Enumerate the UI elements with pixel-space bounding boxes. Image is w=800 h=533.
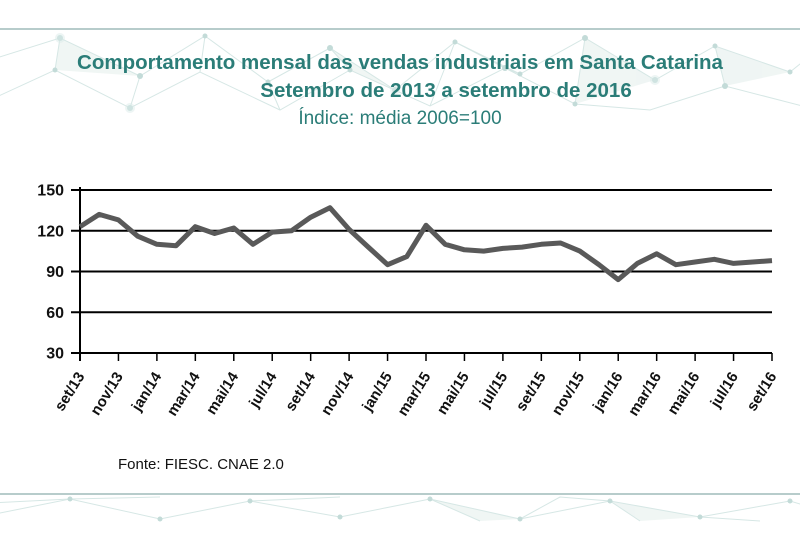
chart-title: Comportamento mensal das vendas industri… [77,51,723,74]
y-tick-label: 30 [46,346,64,363]
x-tick-label: jul/15 [476,369,511,411]
bottom-divider [0,493,800,495]
chart-index-note: Índice: média 2006=100 [298,108,502,129]
sales-index-line [78,205,773,283]
y-tick-label: 60 [46,305,64,322]
x-tick-label: jul/16 [707,369,742,411]
x-tick-label: jul/14 [245,369,281,412]
x-tick-label: mai/15 [434,369,473,418]
x-tick-label: mai/14 [203,369,243,418]
network-pattern-icon [0,496,800,522]
x-tick-label: set/15 [513,369,550,414]
y-tick-label: 150 [37,183,64,200]
y-tick-label: 90 [46,264,64,281]
source-note: Fonte: FIESC. CNAE 2.0 [118,456,284,473]
y-tick-label: 120 [37,223,64,240]
x-tick-label: set/16 [743,369,780,414]
footer-decorative-band [0,495,800,523]
x-tick-label: mar/15 [394,369,434,419]
x-tick-label: mar/16 [625,369,665,419]
x-tick-label: nov/13 [87,369,127,418]
x-tick-label: jan/14 [128,369,166,415]
x-tick-label: mai/16 [664,369,703,418]
x-tick-label: jan/15 [358,369,395,415]
top-divider [0,28,800,30]
x-tick-label: nov/14 [318,369,358,419]
x-tick-label: nov/15 [549,369,589,418]
x-tick-label: jan/16 [589,369,626,415]
header-decorative-band [0,30,800,114]
x-tick-label: mar/14 [164,369,204,420]
x-tick-label: set/13 [51,369,88,414]
network-pattern-icon [0,33,800,113]
chart-subtitle: Setembro de 2013 a setembro de 2016 [260,79,632,102]
x-tick-label: set/14 [282,369,319,415]
